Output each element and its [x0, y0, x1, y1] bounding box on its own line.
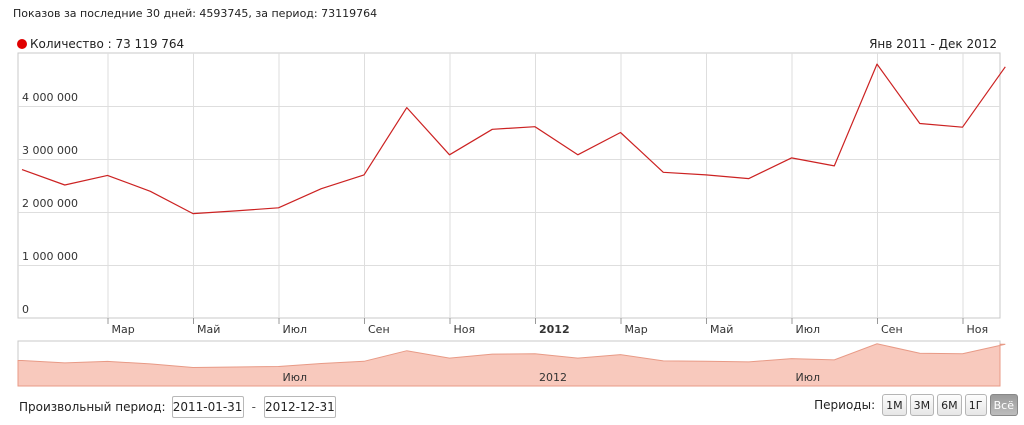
custom-period: Произвольный период: - [19, 396, 342, 418]
date-separator: - [251, 400, 256, 414]
line-chart[interactable]: 0 1 000 000 2 000 000 3 000 000 4 000 000 Мар… [0, 0, 1024, 390]
period-selector: Периоды: 1M 3M 6M 1Г Всё [814, 394, 1018, 416]
period-button-1m[interactable]: 1M [882, 394, 907, 416]
x-tick-label: Июл [283, 323, 308, 336]
x-tick-label: Мар [625, 323, 648, 336]
period-button-all[interactable]: Всё [989, 394, 1018, 416]
x-tick-label: Май [197, 323, 220, 336]
navigator-label: 2012 [539, 371, 567, 384]
x-tick-label: 2012 [539, 323, 570, 336]
legend-dot-icon [17, 39, 27, 49]
y-tick-label: 4 000 000 [22, 91, 78, 104]
x-tick-label: Ноя [967, 323, 989, 336]
summary-text: Показов за последние 30 дней: 4593745, з… [13, 7, 378, 20]
period-button-6m[interactable]: 6M [937, 394, 962, 416]
x-tick-label: Сен [881, 323, 903, 336]
date-from-input[interactable] [171, 396, 244, 418]
navigator-label: Июл [283, 371, 308, 384]
x-tick-label: Ноя [454, 323, 476, 336]
custom-period-label: Произвольный период: [19, 400, 166, 414]
x-tick-label: Мар [112, 323, 135, 336]
date-range-label: Янв 2011 - Дек 2012 [869, 37, 997, 51]
plot-area [17, 52, 1001, 319]
x-tick-label: Июл [796, 323, 821, 336]
period-button-3m[interactable]: 3M [909, 394, 935, 416]
legend-series[interactable]: Количество : 73 119 764 [17, 37, 184, 51]
x-tick-label: Май [710, 323, 733, 336]
navigator-area [17, 343, 1006, 387]
y-tick-label: 0 [22, 303, 29, 316]
period-button-1y[interactable]: 1Г [964, 394, 987, 416]
y-tick-label: 1 000 000 [22, 250, 78, 263]
y-tick-label: 2 000 000 [22, 197, 78, 210]
date-to-input[interactable] [263, 396, 336, 418]
x-tick-label: Сен [368, 323, 390, 336]
y-tick-label: 3 000 000 [22, 144, 78, 157]
navigator-label: Июл [796, 371, 821, 384]
series-line-kolichestvo [21, 63, 1006, 215]
legend-series-label: Количество : 73 119 764 [30, 37, 185, 51]
periods-label: Периоды: [814, 398, 876, 412]
